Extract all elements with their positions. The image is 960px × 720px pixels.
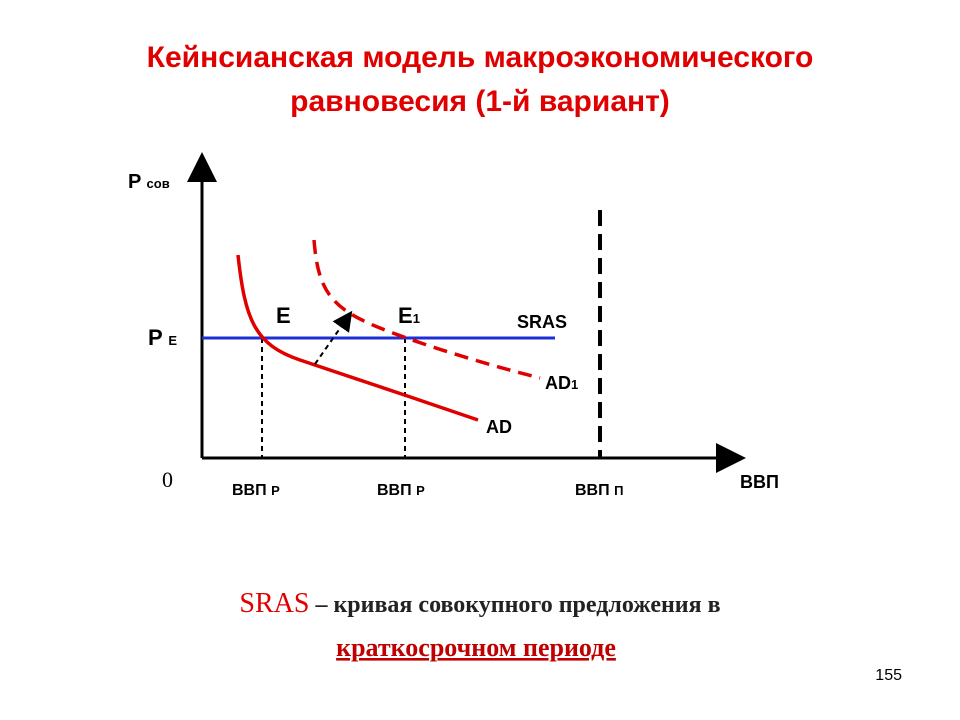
x-tick-label: ВВП Р	[377, 482, 425, 499]
title-line: Кейнсианская модель макроэкономического	[147, 41, 814, 74]
caption-emphasis: краткосрочном периоде	[336, 633, 616, 662]
curve-label: AD	[486, 417, 512, 437]
ad1-curve	[312, 239, 541, 380]
page-number: 155	[875, 667, 902, 684]
caption: SRAS – кривая совокупного предложения в	[239, 588, 720, 619]
point-label: E	[276, 303, 291, 328]
x-tick-label: ВВП Р	[232, 482, 280, 499]
origin-label: 0	[162, 467, 173, 492]
curve-label: SRAS	[517, 312, 567, 332]
title-line: равновесия (1-й вариант)	[290, 85, 670, 118]
shift-arrow	[314, 310, 353, 365]
y-axis-label: P сов	[128, 171, 170, 193]
x-axis-label: ВВП	[740, 472, 779, 492]
price-level-label: P E	[148, 325, 177, 350]
point-label: E1	[398, 303, 420, 328]
x-tick-label: ВВП П	[575, 482, 623, 499]
ad-curve	[236, 254, 479, 422]
title: Кейнсианская модель макроэкономического …	[147, 41, 814, 118]
curve-label: AD1	[545, 373, 578, 393]
